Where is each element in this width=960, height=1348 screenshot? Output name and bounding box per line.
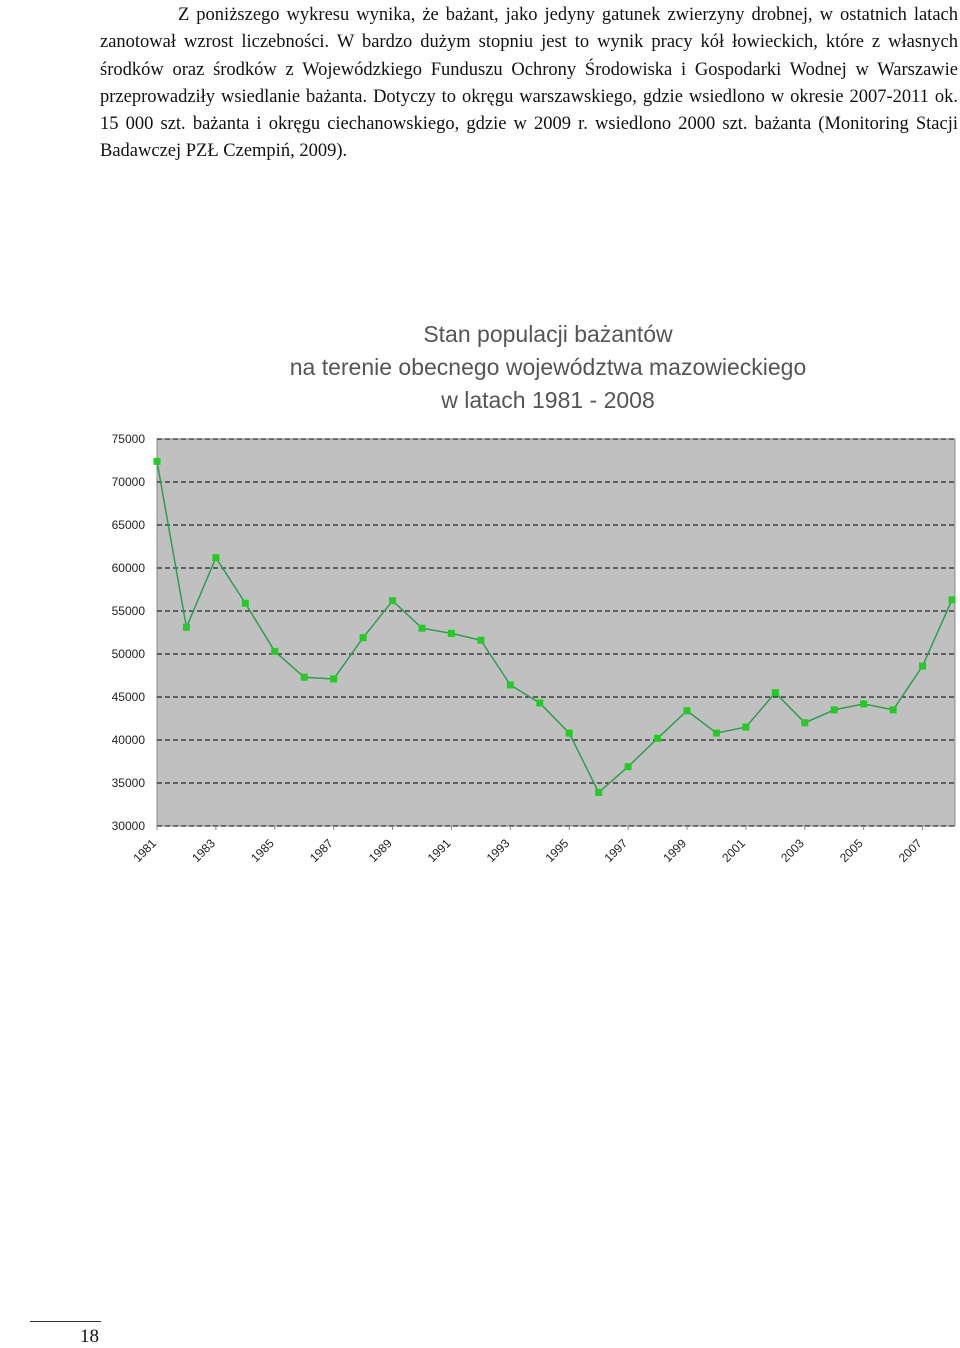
x-tick-label: 1999 xyxy=(660,836,689,865)
chart-title: w latach 1981 - 2008 xyxy=(440,387,655,413)
data-point xyxy=(271,647,279,655)
data-point xyxy=(595,788,603,796)
data-point xyxy=(418,624,426,632)
data-point xyxy=(212,554,220,562)
data-point xyxy=(389,597,397,605)
data-point xyxy=(712,729,720,737)
data-point xyxy=(860,700,868,708)
y-tick-label: 65000 xyxy=(112,518,146,532)
x-tick-label: 2003 xyxy=(778,836,807,865)
x-tick-label: 1989 xyxy=(366,836,395,865)
x-tick-label: 2005 xyxy=(837,836,866,865)
x-tick-label: 1993 xyxy=(484,836,513,865)
data-point xyxy=(536,699,544,707)
chart: Stan populacji bażantów na terenie obecne… xyxy=(112,321,956,865)
x-tick-label: 1983 xyxy=(189,836,218,865)
data-point xyxy=(830,706,838,714)
y-tick-label: 50000 xyxy=(112,647,146,661)
y-tick-label: 45000 xyxy=(112,690,146,704)
x-tick-label: 1987 xyxy=(307,836,336,865)
data-point xyxy=(654,734,662,742)
data-point xyxy=(889,706,897,714)
data-point xyxy=(683,707,691,715)
data-point xyxy=(801,719,809,727)
chart-title: na terenie obecnego województwa mazowiec… xyxy=(290,354,807,380)
plot-area xyxy=(156,438,956,827)
data-point xyxy=(153,457,161,465)
data-point xyxy=(771,689,779,697)
x-tick-label: 1981 xyxy=(130,836,159,865)
data-point xyxy=(506,681,514,689)
y-tick-label: 55000 xyxy=(112,604,146,618)
y-tick-label: 70000 xyxy=(112,475,146,489)
x-tick-label: 2007 xyxy=(896,836,925,865)
footer-rule xyxy=(30,1321,101,1322)
y-tick-label: 75000 xyxy=(112,432,146,446)
data-point xyxy=(241,599,249,607)
y-tick-label: 40000 xyxy=(112,733,146,747)
x-tick-label: 1985 xyxy=(248,836,277,865)
x-tick-label: 1995 xyxy=(543,836,572,865)
data-line xyxy=(156,461,953,794)
x-tick-label: 1991 xyxy=(425,836,454,865)
data-point xyxy=(477,636,485,644)
data-point xyxy=(919,662,927,670)
data-point xyxy=(948,596,956,604)
data-point xyxy=(565,729,573,737)
y-tick-label: 60000 xyxy=(112,561,146,575)
data-point xyxy=(742,723,750,731)
page-number: 18 xyxy=(80,1326,99,1347)
data-point xyxy=(330,675,338,683)
data-point xyxy=(359,634,367,642)
data-point xyxy=(447,629,455,637)
x-tick-label: 2001 xyxy=(719,836,748,865)
data-point xyxy=(182,623,190,631)
x-tick-label: 1997 xyxy=(601,836,630,865)
chart-title: Stan populacji bażantów xyxy=(423,321,673,347)
y-tick-label: 30000 xyxy=(112,819,146,833)
y-tick-label: 35000 xyxy=(112,776,146,790)
body-text: Z poniższego wykresu wynika, że bażant, … xyxy=(100,5,958,162)
data-point xyxy=(624,763,632,771)
data-point xyxy=(300,673,308,681)
